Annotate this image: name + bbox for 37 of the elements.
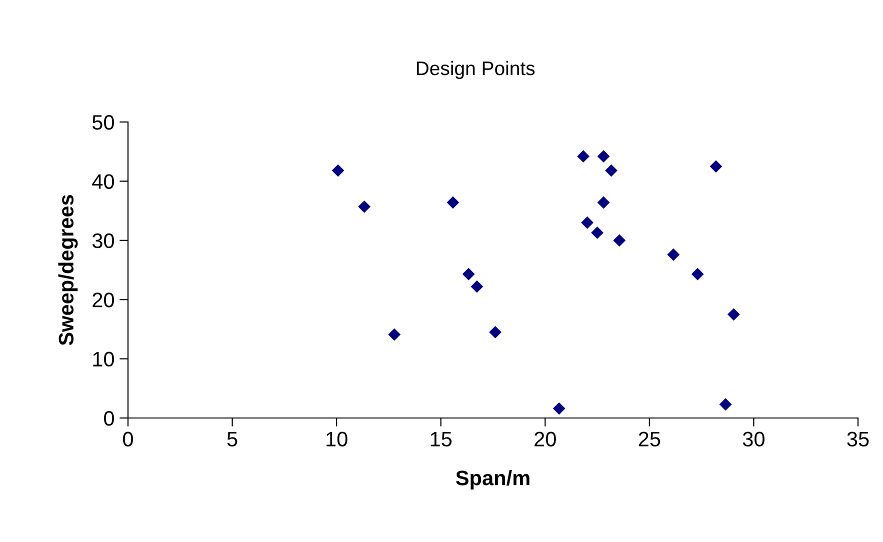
y-axis-title: Sweep/degrees: [58, 195, 78, 346]
point: [577, 150, 590, 163]
point: [358, 200, 371, 213]
point: [597, 150, 610, 163]
y-tick-label: 20: [92, 292, 114, 308]
x-tick-label: 25: [638, 432, 660, 446]
x-tick-label: 10: [326, 432, 348, 446]
point: [462, 268, 475, 280]
x-tick-label: 35: [847, 432, 869, 446]
y-tick-label: 50: [92, 115, 114, 130]
point: [613, 234, 626, 247]
x-tick-label: 5: [227, 432, 238, 446]
point: [446, 196, 460, 209]
y-tick-label: 0: [104, 411, 114, 426]
y-tick-label: 40: [92, 174, 114, 189]
point: [470, 280, 484, 293]
point: [388, 328, 401, 341]
point: [332, 164, 344, 177]
point: [727, 308, 740, 321]
chart-title: Design Points: [416, 60, 535, 80]
point: [691, 268, 704, 280]
point: [710, 160, 722, 173]
point: [552, 402, 566, 415]
point: [591, 226, 604, 239]
point: [667, 248, 680, 261]
point: [489, 326, 502, 338]
point: [605, 164, 618, 177]
x-tick-label: 15: [430, 432, 452, 446]
point: [597, 196, 610, 209]
x-axis-title: Span/m: [456, 470, 530, 490]
x-tick-label: 30: [742, 432, 764, 446]
y-tick-label: 10: [93, 352, 114, 367]
x-tick-label: 20: [534, 432, 556, 446]
x-tick-label: 0: [123, 432, 133, 446]
y-tick-label: 30: [92, 233, 114, 248]
point: [719, 398, 732, 411]
point: [581, 216, 594, 229]
